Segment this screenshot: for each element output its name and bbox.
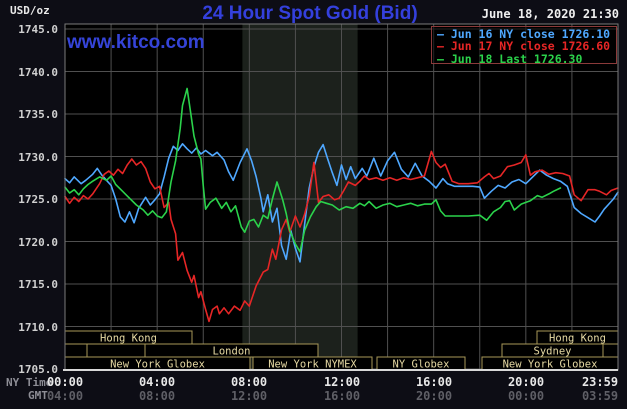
kitco-watermark-link[interactable]: www.kitco.com <box>67 32 205 53</box>
y-tick-label: 1705.0 <box>18 363 58 376</box>
y-tick-label: 1735.0 <box>18 108 58 121</box>
y-tick-label: 1725.0 <box>18 193 58 206</box>
ny-time-tick-label: 12:00 <box>323 375 361 389</box>
gmt-time-tick-label: 03:59 <box>581 389 619 403</box>
ny-time-tick-label: 00:00 <box>46 375 84 389</box>
y-tick-label: 1740.0 <box>18 65 58 79</box>
gmt-time-tick-label: 16:00 <box>323 389 361 403</box>
price-line-jun17 <box>64 150 619 323</box>
chart-timestamp: June 18, 2020 21:30 <box>481 7 619 21</box>
y-tick-label: 1715.0 <box>18 278 58 291</box>
ny-time-tick-label: 20:00 <box>507 375 545 389</box>
y-axis-unit-label: USD/oz <box>10 4 50 17</box>
session-box <box>64 343 88 358</box>
legend-item-jun16: – Jun 16 NY close 1726.10 <box>437 27 611 41</box>
legend-item-jun17: – Jun 17 NY close 1726.60 <box>437 39 611 54</box>
price-line-jun18 <box>64 87 562 253</box>
session-label: London <box>213 346 251 358</box>
gmt-time-tick-label: 20:00 <box>415 389 453 403</box>
gmt-time-tick-label: 00:00 <box>507 389 545 403</box>
session-label: Sydney <box>534 346 572 358</box>
gmt-time-tick-label: 12:00 <box>230 389 268 403</box>
page-title: 24 Hour Spot Gold (Bid) <box>202 3 418 24</box>
session-label: Hong Kong <box>549 333 606 345</box>
ny-time-tick-label: 04:00 <box>138 375 176 389</box>
ny-time-axis-caption: NY Time <box>6 376 53 389</box>
session-label: New York Globex <box>110 359 205 371</box>
y-tick-label: 1720.0 <box>18 235 58 249</box>
legend-box: – Jun 16 NY close 1726.10– Jun 17 NY clo… <box>431 26 617 66</box>
gmt-axis-caption: GMT <box>28 389 48 402</box>
session-label: NY Globex <box>393 359 450 371</box>
gmt-time-tick-label: 04:00 <box>46 389 84 403</box>
ny-time-tick-label: 08:00 <box>230 375 268 389</box>
y-tick-label: 1745.0 <box>18 23 58 36</box>
ny-time-tick-label: 23:59 <box>581 375 619 389</box>
session-label: Hong Kong <box>100 333 157 345</box>
price-line-jun16 <box>64 143 619 263</box>
ny-time-tick-label: 16:00 <box>415 375 453 389</box>
y-tick-label: 1730.0 <box>18 150 58 164</box>
session-label: New York NYMEX <box>268 359 357 371</box>
legend-item-jun18: – Jun 18 Last 1726.30 <box>437 51 583 66</box>
session-box <box>86 343 146 358</box>
y-tick-label: 1710.0 <box>18 320 58 334</box>
gmt-time-tick-label: 08:00 <box>138 389 176 403</box>
session-label: New York Globex <box>503 359 598 371</box>
nymex-session-highlight-band <box>242 24 358 370</box>
